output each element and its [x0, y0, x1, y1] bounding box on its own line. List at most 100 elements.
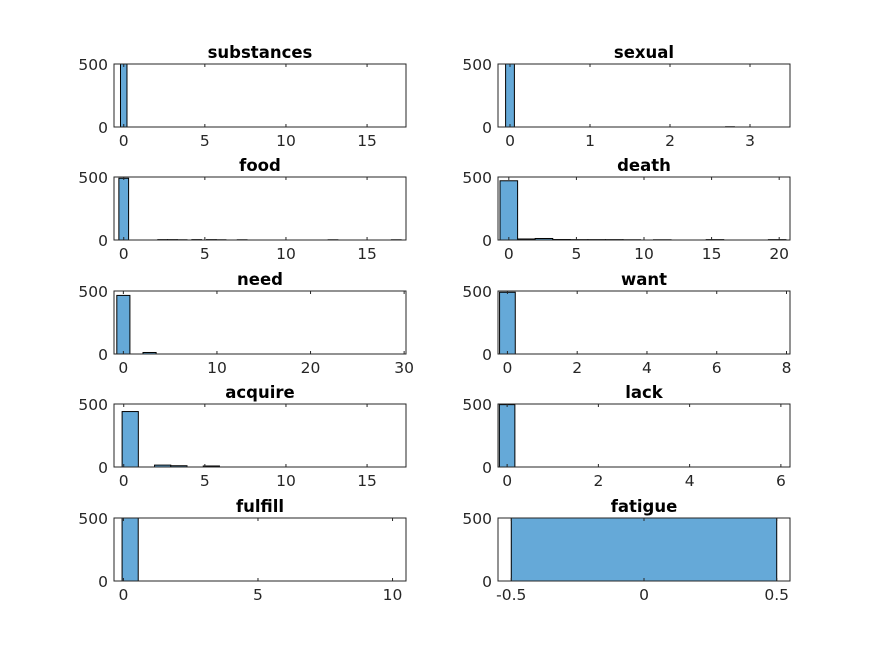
histogram-bar: [506, 64, 515, 127]
x-tick-label: 2: [593, 472, 603, 490]
panel-title: need: [237, 270, 283, 289]
x-tick-label: 8: [782, 359, 792, 377]
y-tick-label: 500: [78, 510, 108, 528]
y-tick-label: 500: [78, 283, 108, 301]
x-tick-label: 15: [357, 472, 377, 490]
histogram-bar: [511, 518, 776, 581]
y-tick-label: 500: [78, 396, 108, 414]
histogram-bar: [119, 178, 129, 240]
axes-background: [498, 404, 790, 467]
y-tick-label: 500: [462, 396, 492, 414]
x-tick-label: 0: [118, 359, 128, 377]
axes-background: [114, 291, 406, 354]
y-tick-label: 0: [482, 346, 492, 364]
y-tick-label: 0: [98, 232, 108, 250]
x-tick-label: 2: [665, 132, 675, 150]
histogram-bar: [122, 412, 138, 467]
x-tick-label: 0.5: [764, 586, 789, 604]
x-tick-label: 0: [502, 359, 512, 377]
x-tick-label: 10: [207, 359, 227, 377]
y-tick-label: 0: [482, 119, 492, 137]
histogram-bar: [122, 518, 138, 581]
x-tick-label: 30: [394, 359, 414, 377]
panel-title: fatigue: [611, 497, 678, 516]
x-tick-label: 10: [276, 245, 296, 263]
x-tick-label: 5: [200, 245, 210, 263]
x-tick-label: 4: [642, 359, 652, 377]
x-tick-label: 0: [119, 132, 129, 150]
histogram-bar: [499, 405, 515, 467]
histogram-bar: [117, 295, 130, 354]
x-tick-label: 5: [253, 586, 263, 604]
axes-background: [114, 518, 406, 581]
panel-acquire: 0 5 10 15 0 500 acquire: [78, 383, 406, 490]
axes-background: [114, 404, 406, 467]
y-tick-label: 500: [462, 56, 492, 74]
x-tick-label: 0: [505, 132, 515, 150]
x-tick-label: 4: [685, 472, 695, 490]
axes-background: [114, 177, 406, 240]
x-tick-label: 0: [504, 245, 514, 263]
x-tick-label: 5: [200, 472, 210, 490]
x-tick-label: 5: [571, 245, 581, 263]
x-tick-label: 3: [745, 132, 755, 150]
panel-need: 0 10 20 30 0 500 need: [78, 270, 414, 377]
panel-lack: 0 2 4 6 0 500 lack: [462, 383, 790, 490]
y-tick-label: 500: [462, 283, 492, 301]
axes-background: [498, 291, 790, 354]
y-tick-label: 0: [98, 459, 108, 477]
panel-title: fulfill: [236, 497, 284, 516]
axes-background: [498, 64, 790, 127]
x-tick-label: 2: [572, 359, 582, 377]
y-tick-label: 500: [462, 169, 492, 187]
panel-food: 0 5 10 15 0 500 food: [78, 156, 406, 263]
x-tick-label: 6: [712, 359, 722, 377]
panel-fulfill: 0 5 10 0 500 fulfill: [78, 497, 406, 604]
x-tick-label: 6: [776, 472, 786, 490]
x-tick-label: 0: [118, 586, 128, 604]
y-tick-label: 0: [98, 119, 108, 137]
axes-background: [114, 64, 406, 127]
histogram-bar: [500, 181, 518, 240]
x-tick-label: 20: [301, 359, 321, 377]
axes-background: [498, 177, 790, 240]
panel-title: lack: [625, 383, 664, 402]
panel-title: want: [621, 270, 667, 289]
panel-title: death: [617, 156, 671, 175]
y-tick-label: 500: [462, 510, 492, 528]
panel-sexual: 0 1 2 3 0 500 sexual: [462, 43, 790, 150]
x-tick-label: 15: [357, 132, 377, 150]
y-tick-label: 500: [78, 169, 108, 187]
y-tick-label: 0: [98, 573, 108, 591]
panel-title: acquire: [225, 383, 294, 402]
panel-title: food: [239, 156, 281, 175]
panel-title: substances: [208, 43, 313, 62]
x-tick-label: 10: [634, 245, 654, 263]
x-tick-label: 20: [769, 245, 789, 263]
x-tick-label: 0: [119, 472, 129, 490]
x-tick-label: -0.5: [496, 586, 526, 604]
x-tick-label: 10: [276, 472, 296, 490]
panel-death: 0 5 10 15 20 0 500 death: [462, 156, 790, 263]
y-tick-label: 500: [78, 56, 108, 74]
x-tick-label: 1: [585, 132, 595, 150]
y-tick-label: 0: [482, 573, 492, 591]
histogram-bar: [500, 292, 516, 354]
panel-want: 0 2 4 6 8 0 500 want: [462, 270, 791, 377]
x-tick-label: 0: [502, 472, 512, 490]
x-tick-label: 10: [383, 586, 403, 604]
y-tick-label: 0: [482, 232, 492, 250]
panel-title: sexual: [614, 43, 674, 62]
x-tick-label: 0: [639, 586, 649, 604]
y-tick-label: 0: [482, 459, 492, 477]
x-tick-label: 15: [702, 245, 722, 263]
histogram-bar: [120, 64, 126, 127]
y-tick-label: 0: [98, 346, 108, 364]
x-tick-label: 15: [357, 245, 377, 263]
x-tick-label: 0: [119, 245, 129, 263]
x-tick-label: 10: [276, 132, 296, 150]
